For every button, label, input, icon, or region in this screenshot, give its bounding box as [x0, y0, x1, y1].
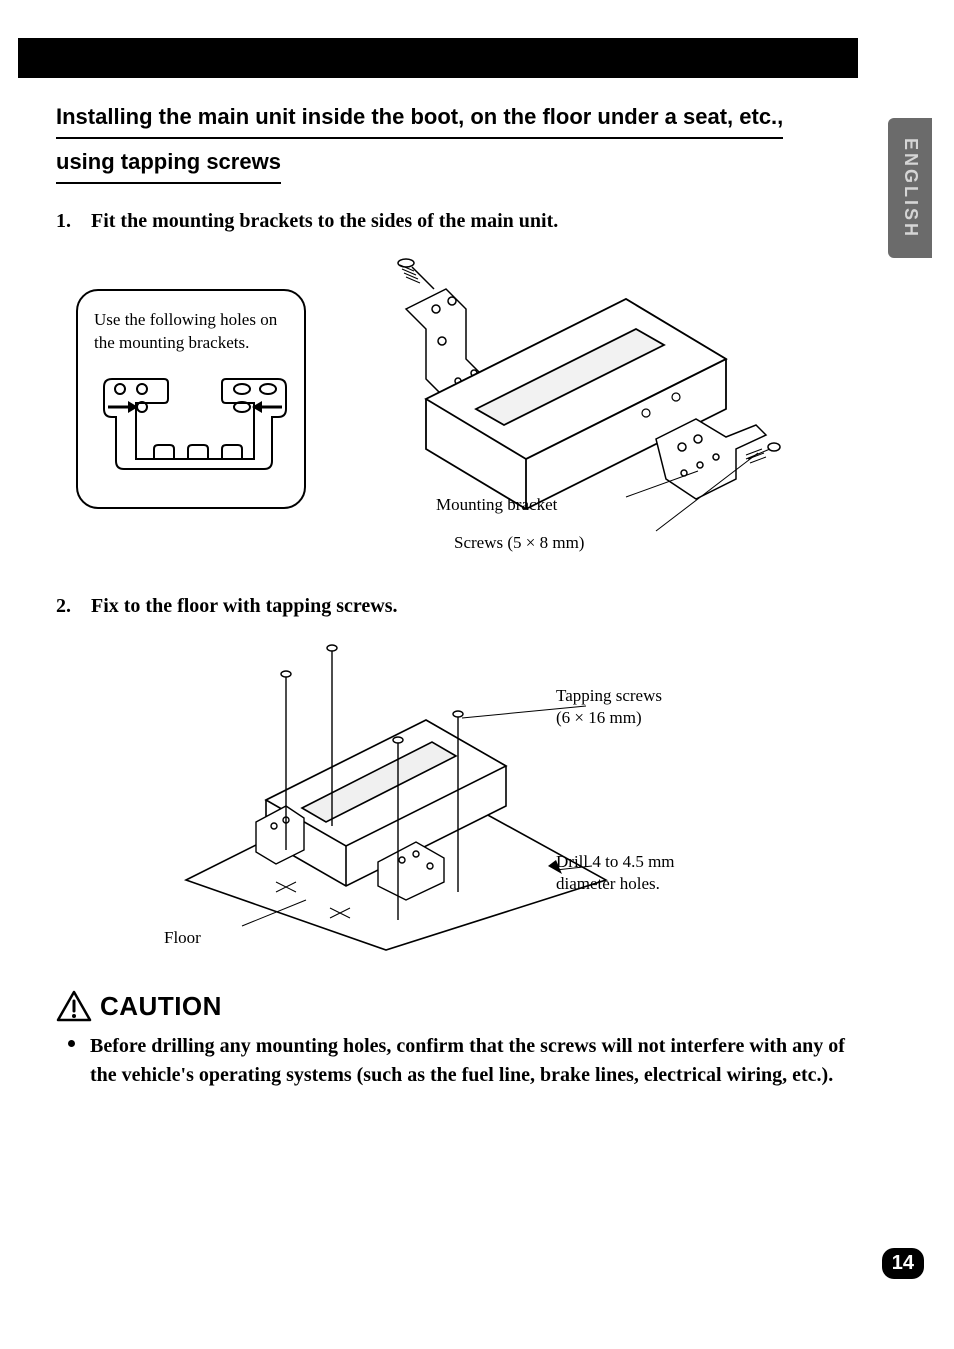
label-tapping-screws-a: Tapping screws — [556, 686, 662, 706]
section-title-line1: Installing the main unit inside the boot… — [56, 100, 783, 139]
step-2: 2. Fix to the floor with tapping screws. — [56, 595, 856, 970]
caution-body: Before drilling any mounting holes, conf… — [56, 1032, 856, 1090]
step-1: 1. Fit the mounting brackets to the side… — [56, 210, 856, 569]
step-1-text: Fit the mounting brackets to the sides o… — [91, 210, 558, 232]
step-2-figure: Tapping screws (6 × 16 mm) Drill 4 to 4.… — [56, 630, 856, 970]
label-mounting-bracket: Mounting bracket — [436, 495, 557, 515]
page-content: Installing the main unit inside the boot… — [56, 100, 856, 1090]
section-title-line2: using tapping screws — [56, 145, 281, 184]
bullet-icon — [68, 1040, 75, 1047]
floor-mount-drawing — [126, 630, 686, 960]
step-1-figure: Use the following holes on the mounting … — [56, 249, 856, 569]
page-number: 14 — [892, 1252, 914, 1274]
label-drill-b: diameter holes. — [556, 874, 660, 894]
step-2-heading: 2. Fix to the floor with tapping screws. — [56, 595, 856, 618]
language-tab: ENGLISH — [888, 118, 932, 258]
caution-text: Before drilling any mounting holes, conf… — [90, 1035, 845, 1086]
section-title: Installing the main unit inside the boot… — [56, 100, 856, 184]
label-drill-a: Drill 4 to 4.5 mm — [556, 852, 675, 872]
unit-iso-drawing — [326, 249, 796, 559]
label-tapping-screws-b: (6 × 16 mm) — [556, 708, 642, 728]
caution-heading-row: CAUTION — [56, 990, 856, 1022]
step-1-number: 1. — [56, 210, 86, 233]
step-2-number: 2. — [56, 595, 86, 618]
header-black-bar — [18, 38, 858, 78]
bracket-hole-diagram — [94, 375, 288, 475]
caution-heading: CAUTION — [100, 991, 222, 1022]
step-1-heading: 1. Fit the mounting brackets to the side… — [56, 210, 856, 233]
step-2-text: Fix to the floor with tapping screws. — [91, 595, 397, 617]
label-screws-5x8: Screws (5 × 8 mm) — [454, 533, 584, 553]
callout-box: Use the following holes on the mounting … — [76, 289, 306, 509]
language-tab-text: ENGLISH — [900, 137, 921, 238]
callout-text: Use the following holes on the mounting … — [94, 309, 288, 355]
warning-icon — [56, 990, 92, 1022]
label-floor: Floor — [164, 928, 201, 948]
page-number-badge: 14 — [882, 1248, 924, 1279]
